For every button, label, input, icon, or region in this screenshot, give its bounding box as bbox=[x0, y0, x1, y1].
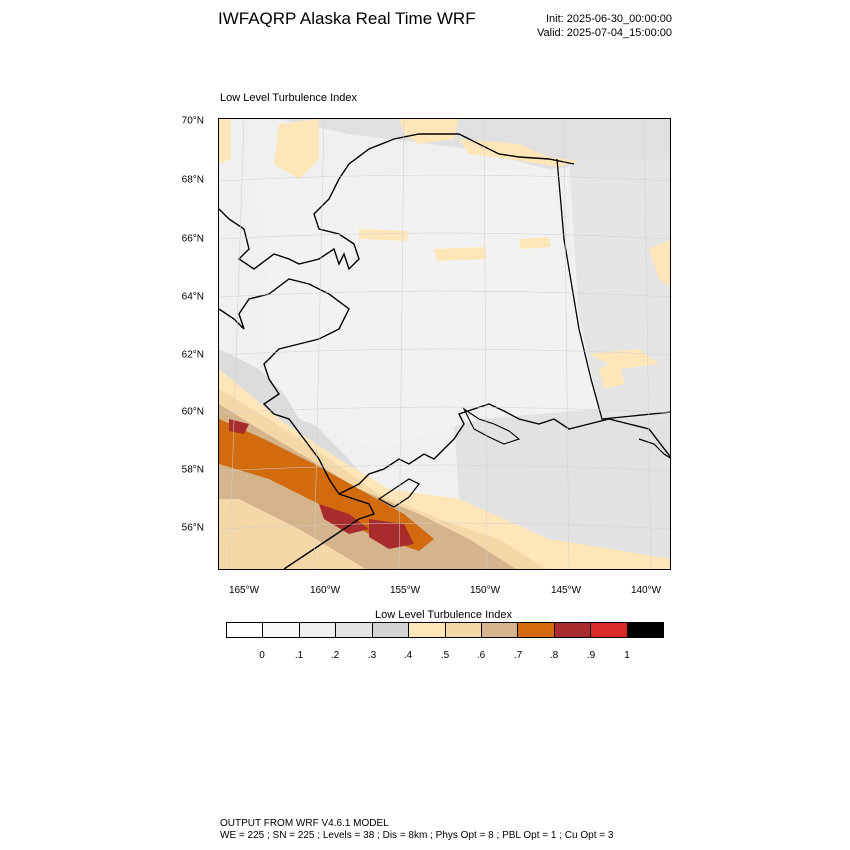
colorbar-box bbox=[263, 623, 300, 637]
colorbar-label: .8 bbox=[549, 650, 559, 661]
colorbar-label: .2 bbox=[330, 650, 340, 661]
lat-label: 56°N bbox=[181, 522, 204, 534]
lat-label: 64°N bbox=[181, 291, 204, 303]
graticule-line bbox=[219, 464, 670, 472]
coastline-panhandle bbox=[638, 438, 670, 459]
lat-label: 60°N bbox=[181, 406, 204, 418]
field-orange-band bbox=[219, 419, 434, 551]
init-time: Init: 2025-06-30_00:00:00 bbox=[546, 13, 672, 25]
field-peach-patch bbox=[589, 349, 659, 369]
field-peach-arctic-coast bbox=[459, 139, 579, 167]
lat-label: 68°N bbox=[181, 174, 204, 186]
colorbar-label: .1 bbox=[294, 650, 304, 661]
map-subtitle: Low Level Turbulence Index bbox=[220, 92, 357, 104]
lon-label: 145°W bbox=[550, 585, 582, 596]
colorbar-box bbox=[372, 623, 410, 637]
colorbar-box bbox=[445, 623, 482, 637]
colorbar-title: Low Level Turbulence Index bbox=[375, 609, 512, 621]
main-title: IWFAQRP Alaska Real Time WRF bbox=[218, 9, 476, 28]
field-peach-patch bbox=[434, 247, 487, 261]
colorbar-box bbox=[627, 623, 664, 637]
coastline-north bbox=[219, 133, 575, 271]
colorbar bbox=[226, 622, 664, 638]
graticule-line bbox=[219, 174, 670, 182]
colorbar-label: .5 bbox=[440, 650, 450, 661]
lon-label: 155°W bbox=[389, 585, 421, 596]
footer-model-info: OUTPUT FROM WRF V4.6.1 MODEL bbox=[220, 818, 389, 829]
field-peach-arctic-west bbox=[274, 119, 319, 179]
lon-label: 165°W bbox=[228, 585, 260, 596]
graticule-line bbox=[563, 119, 570, 569]
colorbar-box bbox=[481, 623, 519, 637]
colorbar-label: .7 bbox=[513, 650, 523, 661]
colorbar-box bbox=[336, 623, 373, 637]
graticule-line bbox=[219, 406, 670, 414]
colorbar-label: .4 bbox=[403, 650, 413, 661]
colorbar-label: 1 bbox=[624, 650, 630, 661]
field-peach-patch bbox=[519, 237, 551, 249]
lon-label: 160°W bbox=[309, 585, 341, 596]
graticule-line bbox=[219, 348, 670, 356]
field-peach-patch bbox=[649, 239, 670, 288]
colorbar-box bbox=[518, 623, 555, 637]
valid-time: Valid: 2025-07-04_15:00:00 bbox=[537, 27, 672, 39]
graticule-line bbox=[483, 119, 488, 569]
colorbar-label: .6 bbox=[476, 650, 486, 661]
colorbar-label: .9 bbox=[586, 650, 596, 661]
lon-label: 150°W bbox=[469, 585, 501, 596]
field-red-core bbox=[319, 504, 369, 534]
colorbar-box bbox=[409, 623, 446, 637]
field-peach-patch bbox=[599, 359, 624, 389]
colorbar-label: 0 bbox=[259, 650, 265, 661]
colorbar-box bbox=[554, 623, 592, 637]
colorbar-box bbox=[591, 623, 628, 637]
footer-model-options: WE = 225 ; SN = 225 ; Levels = 38 ; Dis … bbox=[220, 830, 614, 841]
graticule-line bbox=[313, 119, 325, 569]
field-peach-arctic-north bbox=[399, 119, 459, 144]
coastline-inlet bbox=[462, 407, 521, 445]
field-red-core bbox=[369, 519, 414, 549]
field-peach-northwest bbox=[219, 119, 231, 164]
graticule-line bbox=[219, 522, 670, 530]
graticule-line bbox=[398, 119, 405, 569]
colorbar-box bbox=[227, 623, 264, 637]
lat-label: 58°N bbox=[181, 464, 204, 476]
kodiak-island bbox=[377, 478, 420, 508]
lat-label: 70°N bbox=[181, 115, 204, 127]
graticule-line bbox=[219, 290, 670, 298]
turbulence-map bbox=[218, 118, 671, 570]
lat-label: 62°N bbox=[181, 349, 204, 361]
field-peach-patch bbox=[359, 229, 409, 241]
graticule-line bbox=[228, 119, 245, 569]
graticule-line bbox=[643, 119, 652, 569]
colorbar-box bbox=[299, 623, 337, 637]
field-tan-band bbox=[219, 404, 516, 569]
graticule-line bbox=[219, 232, 670, 240]
alaska-canada-border bbox=[556, 158, 670, 420]
lon-label: 140°W bbox=[630, 585, 662, 596]
map-svg bbox=[219, 119, 670, 569]
field-interior-light bbox=[259, 169, 599, 449]
lat-label: 66°N bbox=[181, 233, 204, 245]
colorbar-label: .3 bbox=[367, 650, 377, 661]
